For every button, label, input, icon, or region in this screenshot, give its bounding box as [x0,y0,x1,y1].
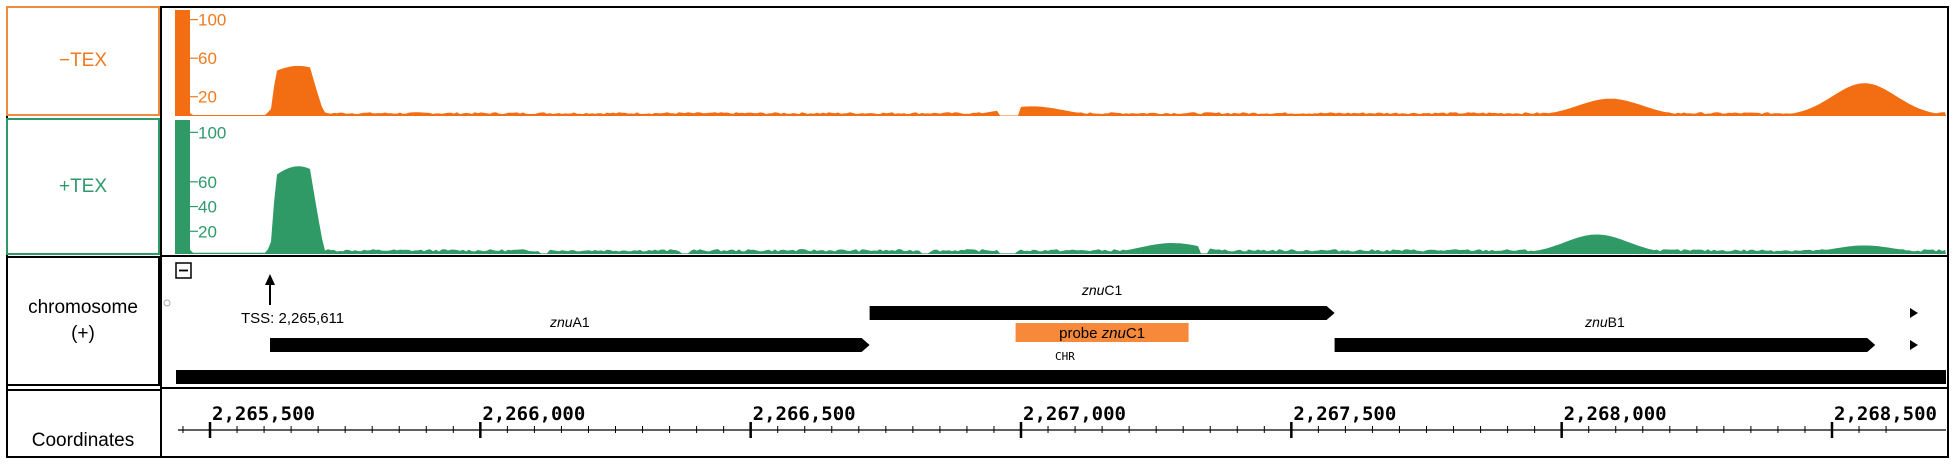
gene-label-0: znuA1 [549,314,590,330]
track-separator-chromosome [160,255,1949,257]
label-separator [160,6,162,458]
track-label-minus-tex: −TEX [6,6,160,116]
axis-tick-label: 2,266,000 [482,403,585,425]
gene-feature-1 [869,306,1335,320]
gene-feature-2 [1334,338,1876,352]
minus-tex-tick-label: 20 [198,88,217,107]
minus-tex-coverage [190,65,1946,116]
axis-ticks: 2,265,500 2,266,000 2,266,500 2,267,000 2,26… [182,403,1937,438]
row-overflow-arrow-1[interactable] [1910,308,1918,318]
axis-tick-label: 2,265,500 [212,403,315,425]
plus-tex-scale-bar [175,120,190,254]
track-label-chromosome: chromosome (+) [6,256,160,386]
minus-tex-tick-label: 60 [198,49,217,68]
minus-tex-coverage-track: 100 60 20 [175,10,1946,116]
tss-arrowhead [265,274,275,285]
plus-tex-label: +TEX [58,175,108,197]
minus-tex-tick-label: 100 [198,11,226,30]
gene-features: znuA1 znuC1 znuB1 [270,282,1876,352]
probe-feature [1015,323,1189,342]
minus-tex-scale-bar [175,10,190,116]
minus-tex-axis-ticks: 100 60 20 [190,11,226,107]
axis-tick-label: 2,266,500 [753,403,856,425]
track-separator-coordinates [160,387,1949,389]
row-overflow-arrow-2[interactable] [1910,340,1918,350]
coordinates-label: Coordinates [31,430,135,451]
plus-tex-coverage-track: 100 60 40 20 [175,120,1946,254]
coordinate-axis: 2,265,500 2,266,000 2,266,500 2,267,000 2,26… [178,403,1946,438]
axis-tick-label: 2,267,500 [1293,403,1396,425]
strand-label: (+) [71,323,95,344]
chr-label: CHR [1055,350,1075,363]
plus-tex-axis-ticks: 100 60 40 20 [190,123,226,241]
axis-tick-label: 2,268,500 [1834,403,1937,425]
axis-tick-label: 2,268,000 [1564,403,1667,425]
plus-tex-tick-label: 40 [198,198,217,217]
plus-tex-coverage [190,166,1946,254]
chromosome-bar [176,370,1946,384]
tss-label: TSS: 2,265,611 [241,310,344,327]
probe-label: probe znuC1 [1059,325,1145,342]
track-label-coordinates: Coordinates [6,389,160,458]
minus-tex-label: −TEX [58,50,108,71]
plus-tex-tick-label: 100 [198,123,226,142]
plus-tex-tick-label: 60 [198,173,217,192]
track-label-plus-tex: +TEX [6,118,160,255]
axis-tick-label: 2,267,000 [1023,403,1126,425]
gene-label-1: znuC1 [1081,282,1123,298]
resize-handle-icon[interactable] [163,299,171,307]
gene-label-2: znuB1 [1584,314,1625,330]
chromosome-feature-track: TSS: 2,265,611 znuA1 znuC1 znuB1 probe znu… [163,262,1946,384]
chromosome-label: chromosome [28,297,138,318]
gene-feature-0 [270,338,870,352]
plus-tex-tick-label: 20 [198,222,217,241]
